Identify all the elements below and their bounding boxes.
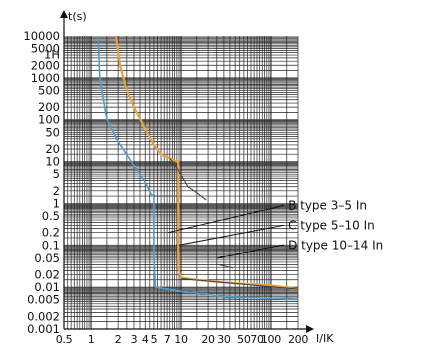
annotations-layer: B type 3–5 In C type 5–10 In D type 10–14 … <box>168 198 383 259</box>
x-tick-label: 50 <box>237 333 251 346</box>
y-tick-label: 0.005 <box>27 293 60 307</box>
y-tick-label: 2 <box>53 184 60 198</box>
x-tick-label: 4 <box>142 333 149 346</box>
y-tick-label: 0.001 <box>27 322 60 336</box>
tick-labels-layer: t(s)I/IK1000050001H200010005002001005020… <box>23 10 334 346</box>
y-tick-label: 10000 <box>23 29 60 43</box>
c-breaking-line <box>180 278 299 290</box>
y-tick-label: 200 <box>38 100 60 114</box>
x-tick-label: 70 <box>250 333 264 346</box>
series-line-2 <box>169 157 207 201</box>
annotation-leader-2 <box>216 244 285 259</box>
y-tick-label: 500 <box>38 83 60 97</box>
annotation-label-2: D type 10–14 In <box>288 238 383 252</box>
x-tick-label: 5 <box>151 333 158 346</box>
y-tick-label: 0.02 <box>34 268 60 282</box>
x-axis-label: I/IK <box>316 332 334 345</box>
y-tick-label: 0.05 <box>34 251 60 265</box>
y-tick-label: 20 <box>45 142 60 156</box>
x-tick-label: 20 <box>201 333 215 346</box>
y-tick-label: 1 <box>53 196 60 210</box>
x-tick-label: 3 <box>131 333 138 346</box>
x-tick-label: 30 <box>217 333 231 346</box>
x-tick-label: 7 <box>164 333 171 346</box>
annotation-label-1: C type 5–10 In <box>288 218 375 232</box>
annotation-label-0: B type 3–5 In <box>288 198 367 212</box>
grid-layer <box>63 36 299 330</box>
series-line-0 <box>97 35 299 301</box>
series-layer <box>97 35 299 301</box>
y-tick-label: 0.2 <box>42 226 60 240</box>
x-tick-label: 2 <box>115 333 122 346</box>
y-tick-label: 0.002 <box>27 309 60 323</box>
y-tick-label: 1H <box>44 48 60 62</box>
y-tick-label: 0.5 <box>42 209 60 223</box>
x-tick-label: 1 <box>88 333 95 346</box>
x-tick-label: 10 <box>174 333 188 346</box>
axes-layer <box>60 10 314 333</box>
annotation-leader-1 <box>178 224 285 246</box>
x-tick-label: 100 <box>261 333 281 346</box>
x-tick-label: 200 <box>288 333 308 346</box>
y-tick-label: 5000 <box>31 42 60 56</box>
y-tick-label: 5 <box>53 167 60 181</box>
annotation-leader-0 <box>168 204 285 234</box>
y-tick-label: 0.1 <box>42 238 60 252</box>
y-tick-label: 0.01 <box>34 280 60 294</box>
y-tick-label: 2000 <box>31 58 60 72</box>
d-lower-dash <box>218 263 234 269</box>
y-tick-label: 1000 <box>31 71 60 85</box>
y-tick-label: 100 <box>38 113 60 127</box>
y-tick-label: 10 <box>45 155 60 169</box>
y-axis-label: t(s) <box>68 10 87 23</box>
y-tick-label: 50 <box>45 125 60 139</box>
x-tick-label: 0.5 <box>56 333 73 346</box>
